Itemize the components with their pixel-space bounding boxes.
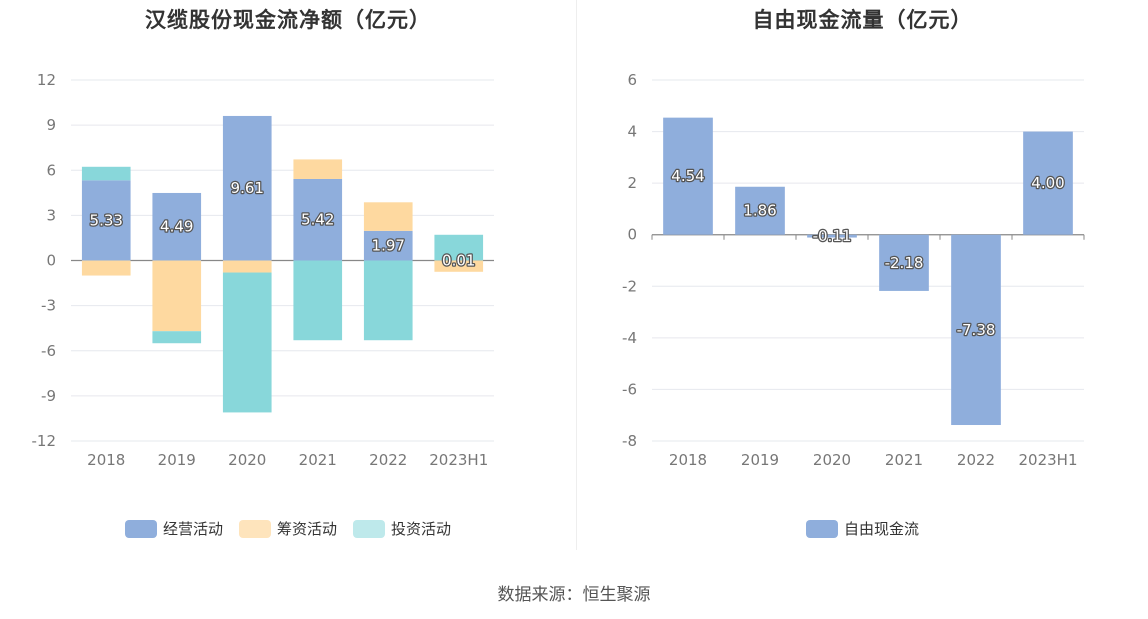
left-chart-svg: 12 9 6 3 0 -3 -6 -9 -12 2018 2019 2020 2021 2022 2023H… [32,71,494,469]
panel-divider [576,0,577,550]
left-data-label-2019: 4.49 [160,218,193,236]
right-y-tick-label: 2 [627,174,637,192]
left-x-tick-label: 2023H1 [429,451,488,469]
left-bar-投资活动-2023H1 [434,234,484,261]
left-bar-筹资活动-2021 [293,159,343,179]
left-data-label-2018: 5.33 [90,211,123,229]
left-y-tick-label: 3 [46,206,56,224]
left-y-tick-label: -9 [41,387,56,405]
left-bar-投资活动-2020 [222,272,272,413]
right-x-tick-label: 2021 [885,451,923,469]
left-data-label-2022: 1.97 [372,237,405,255]
right-y-tick-label: 4 [627,123,637,141]
left-bar-经营活动-2018 [81,180,131,261]
left-y-tick-label: 12 [37,71,56,89]
left-x-tick-label: 2022 [369,451,407,469]
left-bar-经营活动-2022 [363,230,413,261]
left-bar-筹资活动-2020 [222,260,272,273]
left-bar-投资活动-2018 [81,166,131,181]
right-chart-panel: 自由现金流量（亿元） 6 4 2 0 -2 -4 -6 -8 2018 2019 2020 2021 2… [577,0,1148,560]
left-y-tick-label: -3 [41,297,56,315]
left-legend-label: 筹资活动 [276,520,337,538]
left-bar-投资活动-2021 [293,260,343,341]
right-data-label-2023H1: 4.00 [1031,174,1064,192]
right-data-label-2022: -7.38 [957,321,996,339]
left-bar-投资活动-2019 [152,331,202,344]
data-source-note: 数据来源：恒生聚源 [497,585,651,605]
left-legend-swatch [124,519,157,538]
right-x-tick-label: 2019 [741,451,779,469]
left-bar-筹资活动-2023H1 [434,260,484,272]
right-bar-自由现金流-2021 [879,234,929,291]
left-x-tick-label: 2019 [158,451,196,469]
right-x-tick-label: 2022 [957,451,995,469]
right-data-label-2019: 1.86 [743,202,776,220]
right-chart-title: 自由现金流量（亿元） [752,8,973,32]
left-y-tick-label: -6 [41,342,56,360]
left-x-tick-label: 2018 [87,451,125,469]
right-legend-label: 自由现金流 [843,520,919,538]
left-x-tick-label: 2020 [228,451,266,469]
left-y-tick-label: 9 [46,116,56,134]
right-legend-swatch [805,519,838,538]
right-data-label-2021: -2.18 [885,254,924,272]
right-y-tick-label: 0 [627,226,637,244]
right-data-label-2018: 4.54 [671,167,704,185]
right-bar-自由现金流-2023H1 [1023,131,1073,235]
left-legend-label: 经营活动 [162,520,223,538]
left-bar-经营活动-2021 [293,178,343,261]
left-data-label-2021: 5.42 [301,211,334,229]
right-bar-自由现金流-2019 [735,186,785,235]
left-y-tick-label: -12 [32,432,57,450]
left-chart-title: 汉缆股份现金流净额（亿元） [145,8,431,32]
right-data-label-2020: -0.11 [813,227,852,245]
left-chart-panel: 汉缆股份现金流净额（亿元） 12 9 6 3 0 -3 -6 -9 -12 2018 2019 202… [0,0,576,560]
left-data-label-2020: 9.61 [231,179,264,197]
left-bar-筹资活动-2019 [152,260,202,332]
right-bar-自由现金流-2018 [663,117,713,235]
left-y-tick-label: 0 [46,252,56,270]
right-y-tick-label: 6 [627,71,637,89]
left-bar-筹资活动-2022 [363,202,413,231]
right-x-tick-label: 2018 [669,451,707,469]
right-y-tick-label: -8 [622,432,637,450]
left-y-tick-label: 6 [46,161,56,179]
left-data-label-2023H1: 0.01 [442,251,475,269]
left-bar-投资活动-2022 [363,260,413,341]
right-bar-自由现金流-2022 [951,234,1001,426]
right-y-tick-label: -2 [622,277,637,295]
left-bar-经营活动-2019 [152,192,202,261]
left-legend-swatch [238,519,271,538]
left-bar-经营活动-2020 [222,115,272,261]
left-legend-swatch [353,519,385,538]
right-y-tick-label: -4 [622,329,637,347]
right-chart-svg: 6 4 2 0 -2 -4 -6 -8 2018 2019 2020 2021 2022 2023H1 4.… [622,71,1085,469]
left-legend-item[interactable]: 投资活动 [353,518,451,539]
left-legend-item[interactable]: 筹资活动 [238,518,337,539]
left-chart-legend: 经营活动 筹资活动 投资活动 [0,518,576,539]
left-x-tick-label: 2021 [299,451,337,469]
right-bar-自由现金流-2020 [807,234,857,238]
right-legend-item[interactable]: 自由现金流 [805,518,919,539]
right-chart-legend: 自由现金流 [577,518,1148,539]
right-y-tick-label: -6 [622,380,637,398]
left-legend-item[interactable]: 经营活动 [124,518,223,539]
right-x-tick-label: 2020 [813,451,851,469]
left-legend-label: 投资活动 [391,520,452,538]
right-x-tick-label: 2023H1 [1019,451,1078,469]
left-bar-筹资活动-2018 [81,260,131,276]
